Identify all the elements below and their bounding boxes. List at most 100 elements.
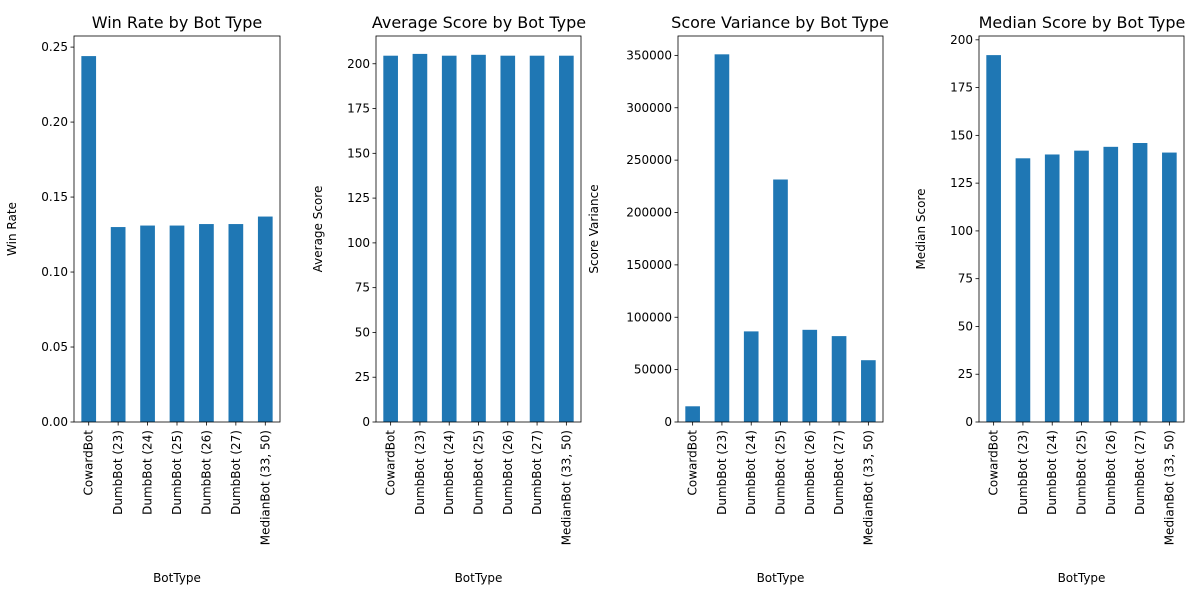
x-tick-label: MedianBot (33, 50) [1162, 430, 1176, 545]
x-tick-label: DumbBot (23) [111, 430, 125, 515]
bar-1-4 [169, 225, 185, 422]
x-axis-label: BotType [153, 571, 201, 585]
bar-4-2 [1015, 158, 1031, 423]
y-tick-label: 0 [965, 415, 973, 429]
chart-title: Win Rate by Bot Type [92, 13, 263, 32]
bar-3-2 [714, 54, 730, 422]
bar-2-5 [500, 55, 516, 422]
bar-2-6 [529, 55, 545, 422]
y-tick-label: 200 [347, 57, 370, 71]
y-tick-label: 0.00 [41, 415, 68, 429]
x-tick-label: DumbBot (24) [141, 430, 155, 515]
x-tick-label: DumbBot (27) [229, 430, 243, 515]
bar-3-4 [773, 179, 788, 422]
bar-2-3 [441, 55, 457, 422]
y-tick-label: 125 [347, 191, 370, 205]
bar-1-3 [140, 225, 155, 422]
bar-2-4 [471, 54, 486, 423]
x-tick-label: DumbBot (25) [774, 430, 788, 515]
y-tick-label: 0.20 [41, 115, 68, 129]
x-tick-label: CowardBot [82, 430, 96, 496]
bar-4-6 [1132, 143, 1148, 422]
y-tick-label: 175 [950, 81, 973, 95]
y-tick-label: 150 [347, 146, 370, 160]
y-tick-label: 125 [950, 176, 973, 190]
y-tick-label: 100 [950, 224, 973, 238]
x-tick-label: DumbBot (24) [442, 430, 456, 515]
x-tick-label: DumbBot (23) [715, 430, 729, 515]
y-tick-label: 300000 [626, 101, 672, 115]
y-tick-label: 350000 [626, 48, 672, 62]
x-tick-label: DumbBot (24) [744, 430, 758, 515]
bar-2-7 [559, 55, 574, 422]
y-tick-label: 200000 [626, 206, 672, 220]
bar-3-6 [831, 336, 847, 422]
x-tick-label: DumbBot (27) [530, 430, 544, 515]
y-tick-label: 0.25 [41, 40, 68, 54]
bar-1-6 [228, 224, 244, 422]
x-axis-label: BotType [1058, 571, 1106, 585]
x-tick-label: CowardBot [384, 430, 398, 496]
chart-panel-4: 0 25 50 75 100 125 150 175 200 CowardBot DumbBot (… [914, 13, 1185, 585]
x-tick-label: DumbBot (25) [472, 430, 486, 515]
x-tick-label: CowardBot [686, 430, 700, 496]
y-tick-label: 0.10 [41, 265, 68, 279]
x-tick-label: DumbBot (26) [803, 430, 817, 515]
y-tick-label: 25 [355, 370, 370, 384]
y-tick-label: 100000 [626, 310, 672, 324]
y-tick-label: 75 [958, 272, 973, 286]
y-tick-label: 0.05 [41, 340, 68, 354]
y-tick-label: 175 [347, 102, 370, 116]
y-tick-label: 0 [664, 415, 672, 429]
y-tick-label: 250000 [626, 153, 672, 167]
bar-1-2 [110, 227, 126, 422]
y-tick-label: 50000 [634, 363, 672, 377]
bar-4-5 [1103, 146, 1119, 422]
chart-title: Median Score by Bot Type [979, 13, 1186, 32]
bar-1-7 [257, 216, 273, 422]
y-axis-label: Median Score [914, 188, 928, 269]
bar-4-7 [1162, 152, 1177, 422]
bar-4-1 [986, 55, 1001, 423]
bar-2-2 [412, 53, 428, 422]
y-tick-label: 150 [950, 128, 973, 142]
chart-panel-1: 0.00 0.05 0.10 0.15 0.20 0.25 CowardBot DumbBot… [5, 13, 281, 585]
bar-3-7 [861, 360, 876, 422]
y-axis-label: Average Score [311, 186, 325, 273]
x-tick-label: DumbBot (24) [1045, 430, 1059, 515]
y-tick-label: 200 [950, 33, 973, 47]
bar-1-1 [81, 56, 97, 423]
x-tick-label: DumbBot (26) [1104, 430, 1118, 515]
bar-3-1 [685, 406, 700, 422]
x-tick-label: MedianBot (33, 50) [861, 430, 875, 545]
chart-panel-3: 0 50000 100000 150000 200000 250000 300000 3500… [587, 13, 889, 585]
chart-title: Average Score by Bot Type [372, 13, 586, 32]
x-tick-label: DumbBot (23) [1016, 430, 1030, 515]
x-tick-label: DumbBot (27) [1133, 430, 1147, 515]
x-tick-label: DumbBot (23) [413, 430, 427, 515]
x-axis-label: BotType [455, 571, 503, 585]
bar-4-3 [1044, 154, 1060, 423]
y-tick-label: 25 [958, 367, 973, 381]
y-tick-label: 0.15 [41, 190, 68, 204]
x-tick-label: DumbBot (27) [832, 430, 846, 515]
y-axis-label: Win Rate [5, 202, 19, 256]
y-tick-label: 50 [355, 325, 370, 339]
chart-title: Score Variance by Bot Type [671, 13, 889, 32]
y-tick-label: 100 [347, 236, 370, 250]
x-tick-label: MedianBot (33, 50) [258, 430, 272, 545]
x-tick-label: DumbBot (25) [1075, 430, 1089, 515]
x-tick-label: DumbBot (26) [199, 430, 213, 515]
bar-3-5 [802, 329, 818, 422]
y-tick-label: 50 [958, 319, 973, 333]
bar-1-5 [199, 224, 214, 422]
y-tick-label: 150000 [626, 258, 672, 272]
chart-panel-2: 0 25 50 75 100 125 150 175 200 CowardBot DumbBot (… [311, 13, 586, 585]
x-tick-label: MedianBot (33, 50) [559, 430, 573, 545]
bar-3-3 [743, 331, 759, 422]
x-axis-label: BotType [757, 571, 805, 585]
bar-2-1 [383, 55, 398, 422]
y-tick-label: 0 [362, 415, 370, 429]
